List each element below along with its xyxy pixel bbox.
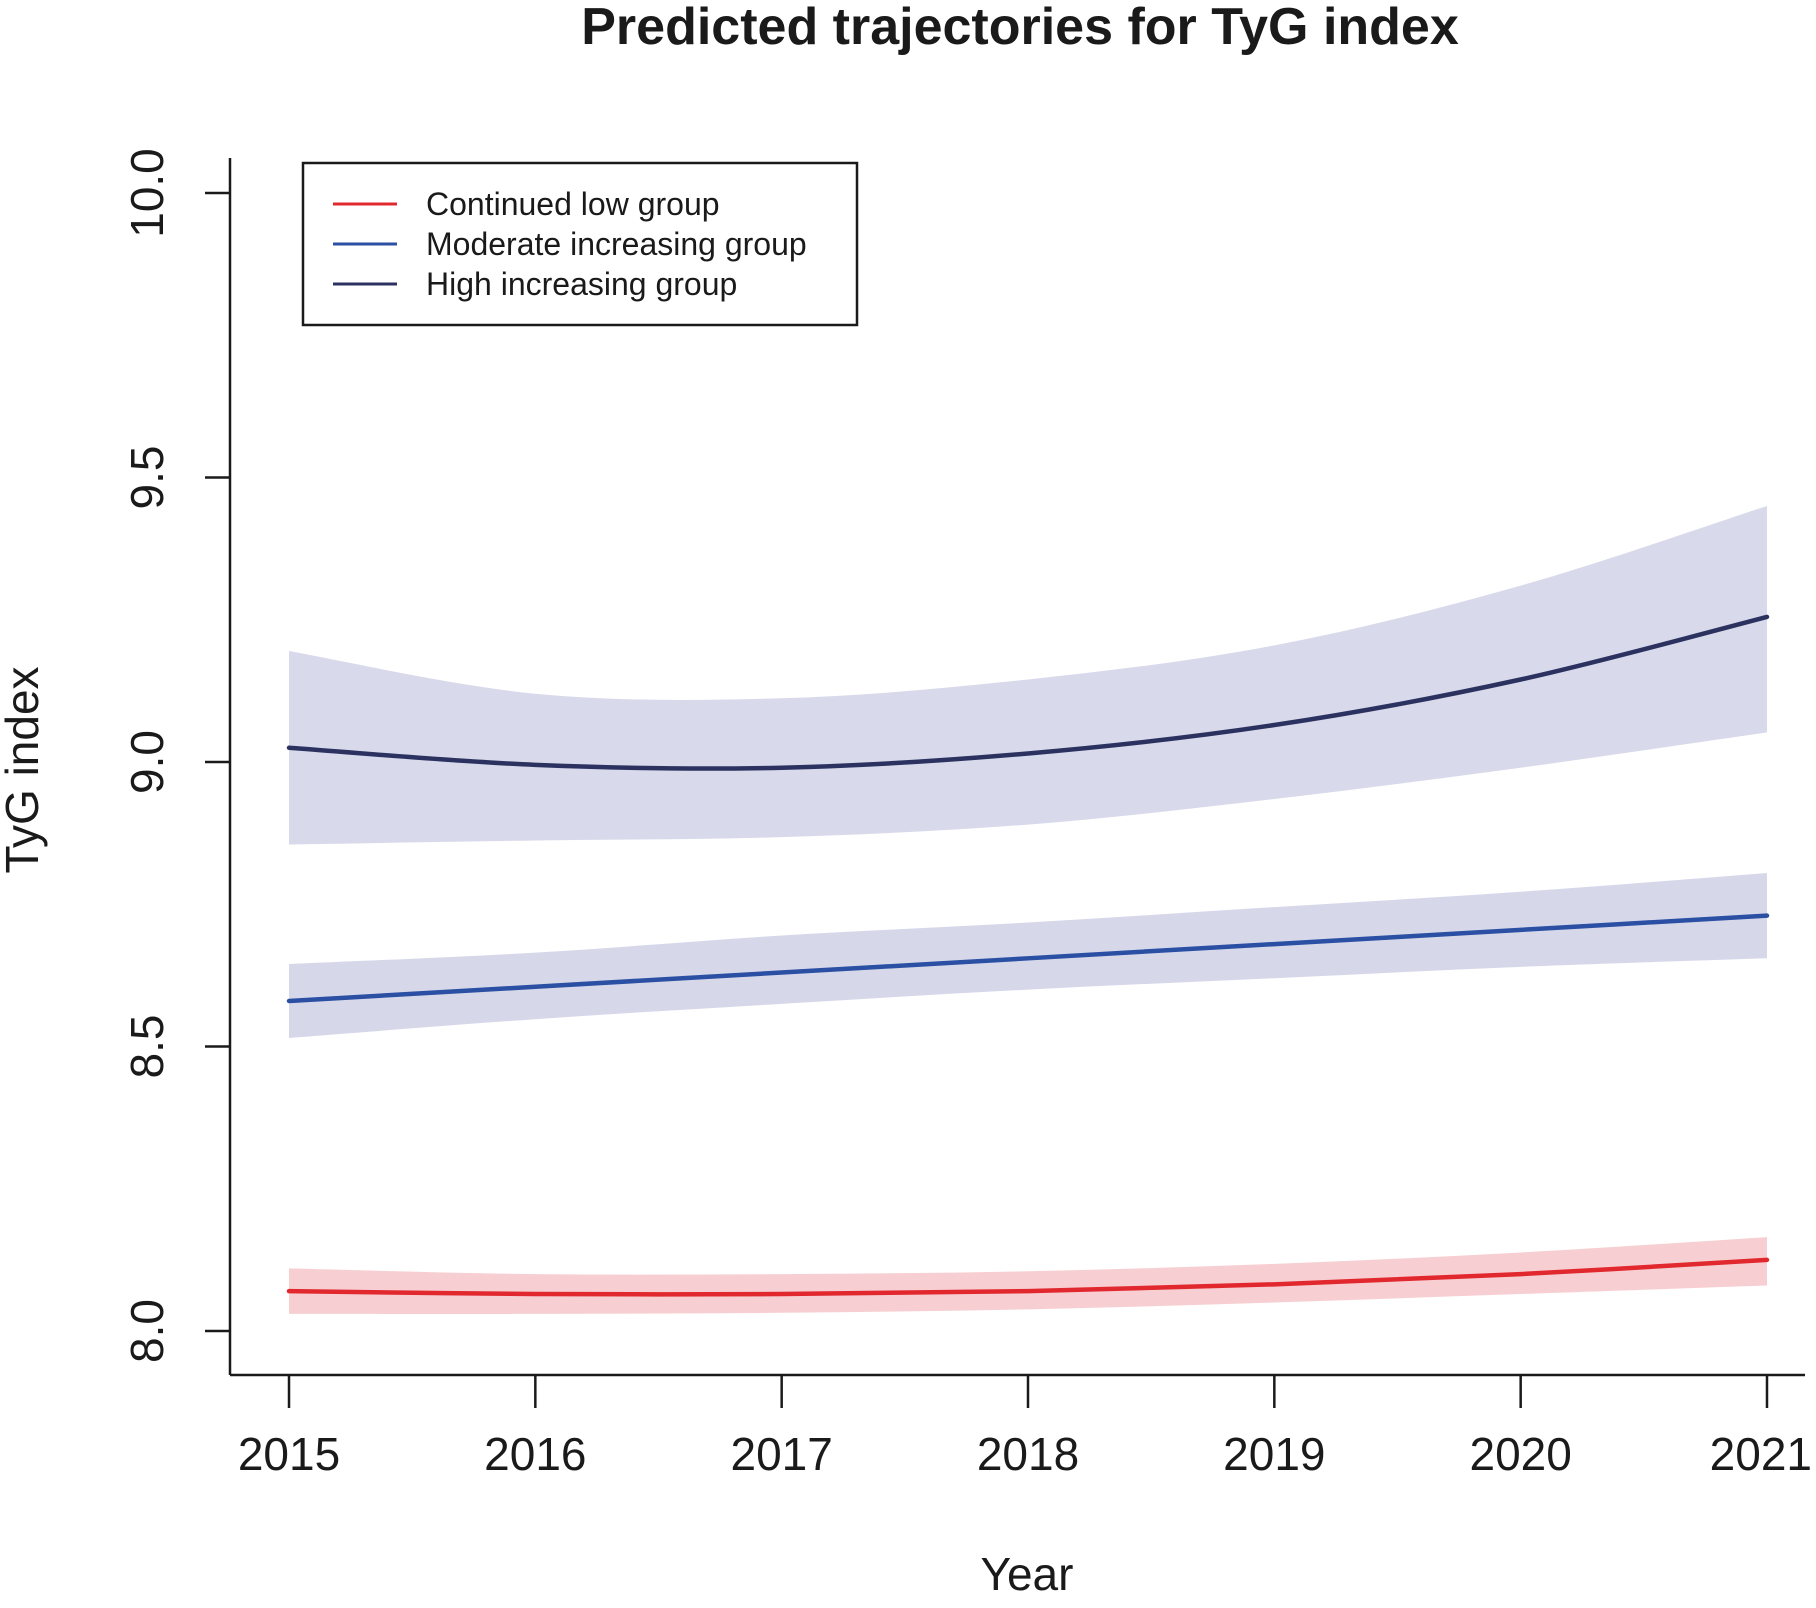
series-line-2 [286,913,1770,1004]
y-tick-label-0: 8.0 [121,1299,173,1363]
x-tick-label-3: 2018 [977,1428,1079,1480]
x-axis-ticks: 2015 2016 2017 2018 2019 2020 2021 [238,1375,1812,1480]
x-tick-label-2: 2017 [730,1428,832,1480]
x-tick-label-5: 2020 [1469,1428,1571,1480]
legend-label-2: Moderate increasing group [426,226,807,262]
x-tick-label-0: 2015 [238,1428,340,1480]
series-line-3 [286,614,1770,771]
confidence-bands [289,505,1767,1315]
y-axis-ticks: 8.0 8.5 9.0 9.5 10.0 [121,148,230,1363]
legend-label-1: Continued low group [426,186,720,222]
x-tick-label-6: 2021 [1710,1428,1812,1480]
confidence-band-series-1 [289,1237,1767,1315]
confidence-band-series-2 [289,872,1767,1038]
x-axis-label: Year [981,1548,1074,1600]
x-tick-label-4: 2019 [1223,1428,1325,1480]
series-lines [286,614,1770,1297]
chart-title: Predicted trajectories for TyG index [581,0,1459,56]
y-tick-label-2: 9.0 [121,730,173,794]
x-tick-label-1: 2016 [484,1428,586,1480]
series-line-1 [286,1257,1770,1297]
legend-label-3: High increasing group [426,266,737,302]
confidence-band-series-3 [289,505,1767,845]
y-axis-label: TyG index [0,666,48,873]
y-tick-label-3: 9.5 [121,446,173,510]
y-tick-label-1: 8.5 [121,1015,173,1079]
legend: Continued low group Moderate increasing g… [301,161,859,327]
y-tick-label-4: 10.0 [121,148,173,238]
